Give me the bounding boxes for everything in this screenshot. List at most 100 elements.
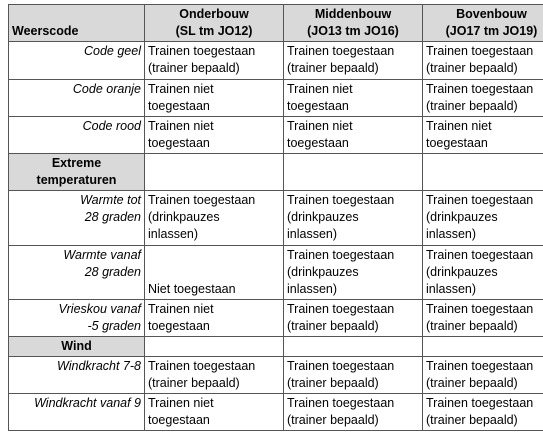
table-cell: Wind xyxy=(8,336,145,357)
section-row: Wind xyxy=(8,336,543,357)
cell-text: Trainen niet xyxy=(148,119,214,133)
cell-text: Trainen toegestaan xyxy=(287,359,395,373)
cell-text: -5 graden xyxy=(87,319,141,333)
cell-text: Bovenbouw xyxy=(456,7,527,21)
cell-text: Code oranje xyxy=(72,82,141,96)
table-cell: Code oranje xyxy=(8,79,145,117)
table-row: Warmte vanaf 28 graden Niet toegestaan Trai… xyxy=(8,245,543,300)
table-row: Code geel Trainen toegestaan (trainer bepa… xyxy=(8,41,543,80)
table-cell: Trainen toegestaan (trainer bepaald) xyxy=(144,356,284,394)
cell-text: (drinkpauzes xyxy=(426,265,498,279)
table-cell: Trainen niet toegestaan xyxy=(144,79,284,117)
table-body: Weerscode Onderbouw (SL tm JO12) Middenbouw… xyxy=(8,4,543,431)
cell-text: (drinkpauzes xyxy=(426,210,498,224)
cell-text: Warmte vanaf xyxy=(63,248,141,262)
table-cell: Trainen toegestaan (trainer bepaald) xyxy=(283,41,423,80)
cell-text: Trainen toegestaan xyxy=(426,359,534,373)
cell-text: Extreme xyxy=(51,156,102,170)
table-row: Windkracht vanaf 9 Trainen niet toegestaan… xyxy=(8,393,543,431)
cell-text: toegestaan xyxy=(426,136,488,150)
table-cell: Niet toegestaan xyxy=(144,245,284,300)
cell-text: Trainen toegestaan xyxy=(426,248,534,262)
table-cell: Trainen toegestaan (drinkpauzes inlassen) xyxy=(283,245,423,300)
table-cell: Trainen niet toegestaan xyxy=(144,116,284,154)
table-cell xyxy=(283,153,423,191)
cell-text: Trainen toegestaan xyxy=(426,44,534,58)
table-cell: Trainen niet toegestaan xyxy=(144,299,284,337)
table-cell: Trainen toegestaan (trainer bepaald) xyxy=(422,356,543,394)
table-cell: Trainen niet toegestaan xyxy=(144,393,284,431)
cell-text: Trainen toegestaan xyxy=(426,396,534,410)
cell-text: Trainen niet xyxy=(148,396,214,410)
table-row: Vrieskou vanaf -5 graden Trainen niet toege… xyxy=(8,299,543,337)
cell-text: Trainen toegestaan xyxy=(148,359,256,373)
cell-text: (trainer bepaald) xyxy=(287,376,379,390)
cell-text: inlassen) xyxy=(426,282,477,296)
cell-text: Trainen toegestaan xyxy=(287,44,395,58)
table-cell: Trainen toegestaan (trainer bepaald) xyxy=(422,393,543,431)
cell-text: Windkracht vanaf 9 xyxy=(34,396,141,410)
table-cell: Code rood xyxy=(8,116,145,154)
cell-text: (trainer bepaald) xyxy=(287,413,379,427)
cell-text: (trainer bepaald) xyxy=(426,61,518,75)
table-cell xyxy=(144,336,284,357)
table-cell: Code geel xyxy=(8,41,145,80)
cell-text: Trainen toegestaan xyxy=(287,302,395,316)
cell-text: (trainer bepaald) xyxy=(148,61,240,75)
cell-text: (trainer bepaald) xyxy=(287,319,379,333)
table-cell: Trainen toegestaan (drinkpauzes inlassen) xyxy=(144,190,284,246)
cell-text: Code rood xyxy=(82,119,141,133)
table-row: Windkracht 7-8 Trainen toegestaan (trainer… xyxy=(8,356,543,394)
table-cell: Trainen toegestaan (drinkpauzes inlassen) xyxy=(283,190,423,246)
table-cell: Trainen toegestaan (trainer bepaald) xyxy=(422,299,543,337)
cell-text: (JO17 tm JO19) xyxy=(445,24,538,38)
cell-text: Trainen niet xyxy=(287,119,353,133)
cell-text: (SL tm JO12) xyxy=(175,24,253,38)
cell-text: (drinkpauzes xyxy=(148,210,220,224)
table-cell: Trainen niet toegestaan xyxy=(283,116,423,154)
cell-text: (trainer bepaald) xyxy=(426,413,518,427)
table-cell: Trainen toegestaan (drinkpauzes inlassen) xyxy=(422,245,543,300)
table-cell: Windkracht 7-8 xyxy=(8,356,145,394)
cell-text: Trainen toegestaan xyxy=(426,302,534,316)
cell-text: Trainen toegestaan xyxy=(148,193,256,207)
cell-text: Windkracht 7-8 xyxy=(57,359,141,373)
cell-text: Trainen niet xyxy=(148,82,214,96)
table-cell: Trainen toegestaan (trainer bepaald) xyxy=(422,79,543,117)
cell-text: Warmte tot xyxy=(80,193,141,207)
table-cell: Warmte vanaf 28 graden xyxy=(8,245,145,300)
cell-text: inlassen) xyxy=(426,227,477,241)
table-row: Code rood Trainen niet toegestaan Trainen n… xyxy=(8,116,543,154)
cell-text: inlassen) xyxy=(287,227,338,241)
table-cell xyxy=(283,336,423,357)
cell-text: Niet toegestaan xyxy=(148,282,236,296)
table-cell: Onderbouw (SL tm JO12) xyxy=(144,4,284,42)
cell-text: 28 graden xyxy=(84,265,141,279)
cell-text: Code geel xyxy=(84,44,141,58)
cell-text: Trainen niet xyxy=(287,82,353,96)
table-cell: Trainen toegestaan (trainer bepaald) xyxy=(144,41,284,80)
cell-text: Trainen toegestaan xyxy=(287,193,395,207)
table-row: Code oranje Trainen niet toegestaan Trainen… xyxy=(8,79,543,117)
table-cell: Extreme temperaturen xyxy=(8,153,145,191)
table-cell: Trainen toegestaan (drinkpauzes inlassen) xyxy=(422,190,543,246)
cell-text: Trainen toegestaan xyxy=(426,193,534,207)
cell-text: Trainen niet xyxy=(426,119,492,133)
table-cell: Middenbouw (JO13 tm JO16) xyxy=(283,4,423,42)
cell-text: inlassen) xyxy=(148,227,199,241)
table-cell: Trainen toegestaan (trainer bepaald) xyxy=(283,356,423,394)
table-cell xyxy=(144,153,284,191)
cell-text: toegestaan xyxy=(148,319,210,333)
table-cell: Weerscode xyxy=(8,4,145,42)
cell-text: toegestaan xyxy=(148,413,210,427)
cell-text: Weerscode xyxy=(12,24,79,38)
cell-text: inlassen) xyxy=(287,282,338,296)
table-cell: Warmte tot 28 graden xyxy=(8,190,145,246)
cell-text: toegestaan xyxy=(148,99,210,113)
cell-text: Wind xyxy=(61,339,92,353)
cell-text: (trainer bepaald) xyxy=(287,61,379,75)
cell-text: toegestaan xyxy=(287,99,349,113)
cell-text: Trainen toegestaan xyxy=(287,396,395,410)
table-cell: Trainen niet toegestaan xyxy=(283,79,423,117)
